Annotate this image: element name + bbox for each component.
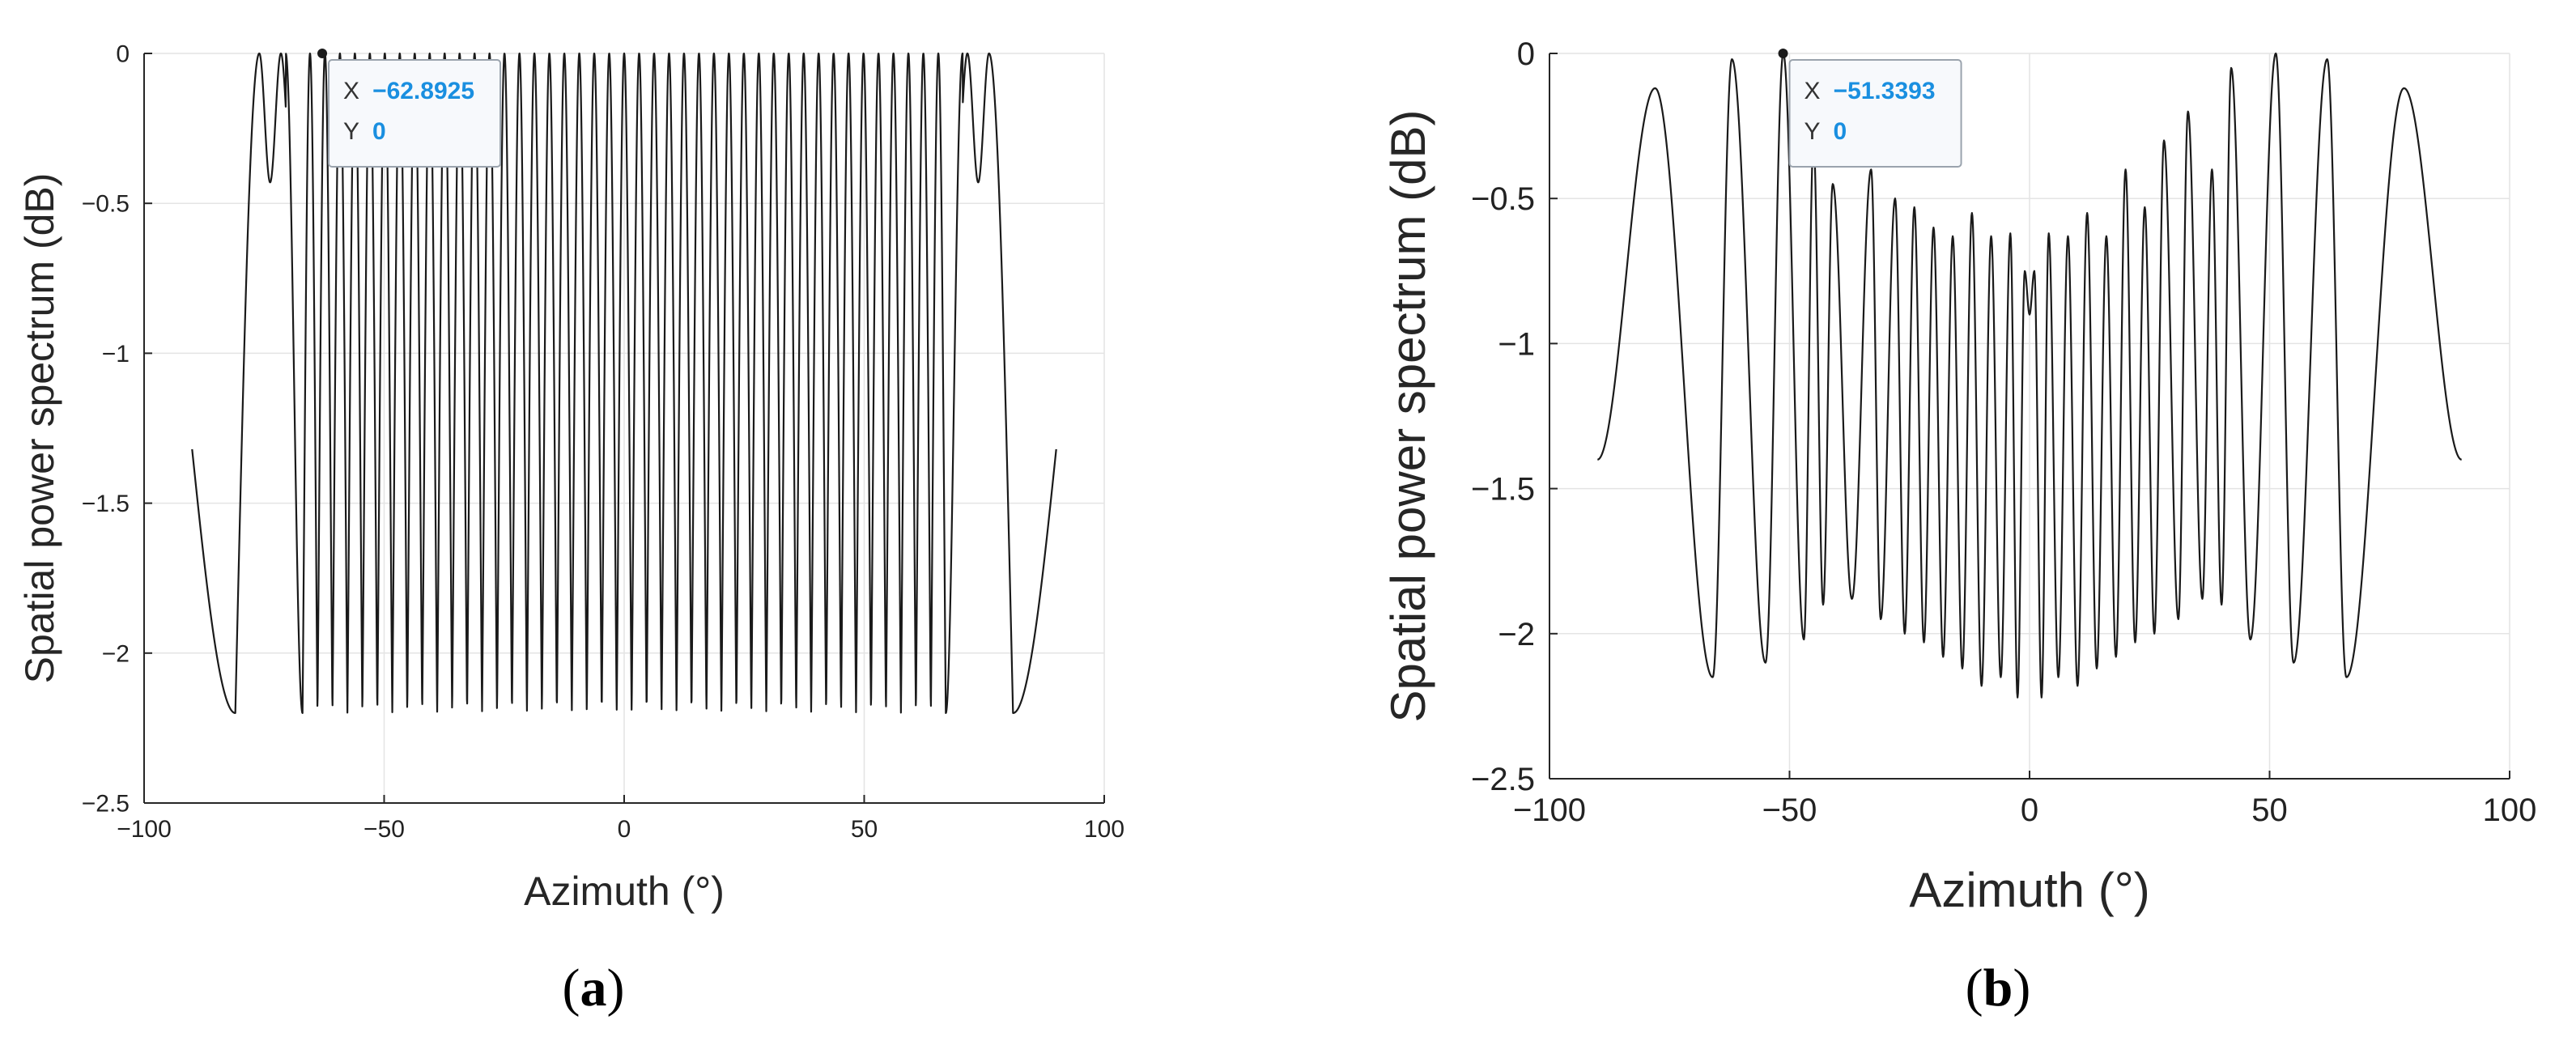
y-axis-label: Spatial power spectrum (dB) <box>1381 110 1435 723</box>
x-tick-label: 100 <box>2483 792 2537 828</box>
y-tick-label: 0 <box>116 41 130 68</box>
datatip-x-key: X <box>1804 78 1821 104</box>
datatip-y-key: Y <box>1804 118 1821 145</box>
datatip-box[interactable] <box>1788 59 1962 168</box>
datatip-y-key: Y <box>343 118 359 145</box>
x-tick-label: −100 <box>1513 792 1586 828</box>
series-line <box>1596 52 2463 699</box>
datatip-y-value: 0 <box>372 118 386 145</box>
x-axis-label: Azimuth (°) <box>1909 863 2149 917</box>
datatip-x-value: −51.3393 <box>1834 78 1936 104</box>
y-axis-label: Spatial power spectrum (dB) <box>17 173 62 684</box>
chart-panel-a: −100 −50 0 50 100 0 −0.5 −1 −1.5 −2 −2.5 Azimuth (°… <box>17 41 1124 1018</box>
y-tick-label: −2 <box>1498 617 1535 652</box>
x-tick-label: −50 <box>1762 792 1817 828</box>
x-axis-label: Azimuth (°) <box>524 869 725 914</box>
x-tick-label: −50 <box>363 816 405 843</box>
y-tick-label: −1.5 <box>1471 472 1535 508</box>
y-tick-label: −2.5 <box>82 791 130 818</box>
y-tick-label: −0.5 <box>82 191 130 218</box>
x-tick-label: −100 <box>117 816 172 843</box>
y-tick-label: −1 <box>102 341 130 368</box>
series-line <box>191 52 1057 714</box>
y-tick-label: −1 <box>1498 326 1535 362</box>
y-tick-label: 0 <box>1517 36 1535 72</box>
y-tick-label: −0.5 <box>1471 181 1535 217</box>
y-tick-label: −1.5 <box>82 491 130 517</box>
chart-panel-b: −100 −50 0 50 100 0 −0.5 −1 −1.5 −2 −2.5 Azimuth (°… <box>1381 36 2536 1018</box>
datatip-marker[interactable] <box>317 49 328 58</box>
x-tick-label: 50 <box>2251 792 2288 828</box>
datatip-y-value: 0 <box>1834 118 1847 145</box>
datatip-x-value: −62.8925 <box>372 78 474 104</box>
panel-label: (b) <box>1966 958 2031 1018</box>
x-tick-label: 100 <box>1084 816 1124 843</box>
x-tick-label: 50 <box>851 816 878 843</box>
x-tick-label: 0 <box>2021 792 2038 828</box>
y-tick-label: −2.5 <box>1471 762 1535 797</box>
datatip-marker[interactable] <box>1778 49 1788 58</box>
datatip-box[interactable] <box>328 59 502 168</box>
panel-label: (a) <box>563 958 625 1018</box>
y-tick-label: −2 <box>102 640 130 667</box>
x-tick-label: 0 <box>618 816 631 843</box>
datatip-x-key: X <box>343 78 359 104</box>
